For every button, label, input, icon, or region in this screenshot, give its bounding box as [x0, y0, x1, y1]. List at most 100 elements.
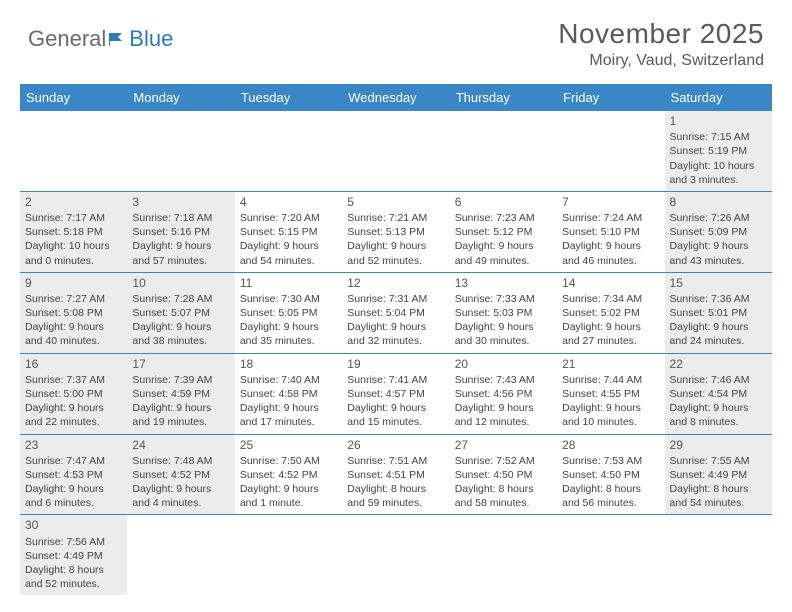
day-number: 8 — [670, 194, 767, 210]
calendar-cell — [127, 515, 234, 595]
daylight-text: Daylight: 9 hours and 38 minutes. — [132, 320, 229, 348]
day-header: Tuesday — [235, 84, 342, 111]
day-number: 17 — [132, 356, 229, 372]
calendar-cell: 4Sunrise: 7:20 AMSunset: 5:15 PMDaylight… — [235, 192, 342, 272]
sunset-text: Sunset: 5:00 PM — [25, 387, 122, 401]
sunset-text: Sunset: 4:53 PM — [25, 468, 122, 482]
calendar-cell: 21Sunrise: 7:44 AMSunset: 4:55 PMDayligh… — [557, 354, 664, 434]
day-number: 6 — [455, 194, 552, 210]
day-number: 13 — [455, 275, 552, 291]
sunrise-text: Sunrise: 7:24 AM — [562, 211, 659, 225]
calendar-cell: 17Sunrise: 7:39 AMSunset: 4:59 PMDayligh… — [127, 354, 234, 434]
sunset-text: Sunset: 5:19 PM — [670, 144, 767, 158]
calendar-cell: 16Sunrise: 7:37 AMSunset: 5:00 PMDayligh… — [20, 354, 127, 434]
calendar-cell: 13Sunrise: 7:33 AMSunset: 5:03 PMDayligh… — [450, 273, 557, 353]
calendar-cell — [557, 111, 664, 191]
calendar-cell: 24Sunrise: 7:48 AMSunset: 4:52 PMDayligh… — [127, 435, 234, 515]
sunrise-text: Sunrise: 7:30 AM — [240, 292, 337, 306]
sunrise-text: Sunrise: 7:33 AM — [455, 292, 552, 306]
sunset-text: Sunset: 5:02 PM — [562, 306, 659, 320]
calendar-cell — [342, 515, 449, 595]
calendar-cell — [450, 111, 557, 191]
sunset-text: Sunset: 5:04 PM — [347, 306, 444, 320]
day-number: 10 — [132, 275, 229, 291]
logo: General Blue — [28, 26, 173, 52]
daylight-text: Daylight: 9 hours and 8 minutes. — [670, 401, 767, 429]
calendar-cell: 8Sunrise: 7:26 AMSunset: 5:09 PMDaylight… — [665, 192, 772, 272]
sunrise-text: Sunrise: 7:52 AM — [455, 454, 552, 468]
sunset-text: Sunset: 4:50 PM — [562, 468, 659, 482]
calendar: Sunday Monday Tuesday Wednesday Thursday… — [20, 84, 772, 595]
sunrise-text: Sunrise: 7:47 AM — [25, 454, 122, 468]
calendar-cell: 1Sunrise: 7:15 AMSunset: 5:19 PMDaylight… — [665, 111, 772, 191]
daylight-text: Daylight: 9 hours and 52 minutes. — [347, 239, 444, 267]
sunset-text: Sunset: 5:01 PM — [670, 306, 767, 320]
sunset-text: Sunset: 4:49 PM — [25, 549, 122, 563]
daylight-text: Daylight: 9 hours and 54 minutes. — [240, 239, 337, 267]
day-number: 16 — [25, 356, 122, 372]
logo-text-general: General — [28, 26, 106, 52]
sunrise-text: Sunrise: 7:44 AM — [562, 373, 659, 387]
sunrise-text: Sunrise: 7:51 AM — [347, 454, 444, 468]
calendar-cell: 30Sunrise: 7:56 AMSunset: 4:49 PMDayligh… — [20, 515, 127, 595]
day-header-row: Sunday Monday Tuesday Wednesday Thursday… — [20, 84, 772, 111]
daylight-text: Daylight: 9 hours and 32 minutes. — [347, 320, 444, 348]
calendar-cell: 3Sunrise: 7:18 AMSunset: 5:16 PMDaylight… — [127, 192, 234, 272]
daylight-text: Daylight: 9 hours and 27 minutes. — [562, 320, 659, 348]
calendar-cell: 6Sunrise: 7:23 AMSunset: 5:12 PMDaylight… — [450, 192, 557, 272]
sunset-text: Sunset: 5:09 PM — [670, 225, 767, 239]
day-header: Friday — [557, 84, 664, 111]
daylight-text: Daylight: 9 hours and 49 minutes. — [455, 239, 552, 267]
sunrise-text: Sunrise: 7:17 AM — [25, 211, 122, 225]
day-number: 28 — [562, 437, 659, 453]
calendar-cell — [127, 111, 234, 191]
day-number: 22 — [670, 356, 767, 372]
day-number: 29 — [670, 437, 767, 453]
sunset-text: Sunset: 4:52 PM — [240, 468, 337, 482]
daylight-text: Daylight: 9 hours and 22 minutes. — [25, 401, 122, 429]
day-number: 27 — [455, 437, 552, 453]
calendar-cell — [342, 111, 449, 191]
sunset-text: Sunset: 4:54 PM — [670, 387, 767, 401]
daylight-text: Daylight: 9 hours and 19 minutes. — [132, 401, 229, 429]
daylight-text: Daylight: 10 hours and 0 minutes. — [25, 239, 122, 267]
sunset-text: Sunset: 5:12 PM — [455, 225, 552, 239]
day-header: Wednesday — [342, 84, 449, 111]
day-number: 2 — [25, 194, 122, 210]
daylight-text: Daylight: 9 hours and 6 minutes. — [25, 482, 122, 510]
calendar-cell: 10Sunrise: 7:28 AMSunset: 5:07 PMDayligh… — [127, 273, 234, 353]
calendar-cell — [450, 515, 557, 595]
sunrise-text: Sunrise: 7:43 AM — [455, 373, 552, 387]
day-number: 19 — [347, 356, 444, 372]
calendar-cell: 27Sunrise: 7:52 AMSunset: 4:50 PMDayligh… — [450, 435, 557, 515]
day-number: 24 — [132, 437, 229, 453]
sunset-text: Sunset: 5:05 PM — [240, 306, 337, 320]
week-row: 30Sunrise: 7:56 AMSunset: 4:49 PMDayligh… — [20, 515, 772, 595]
day-number: 14 — [562, 275, 659, 291]
calendar-cell — [235, 515, 342, 595]
calendar-cell: 2Sunrise: 7:17 AMSunset: 5:18 PMDaylight… — [20, 192, 127, 272]
daylight-text: Daylight: 8 hours and 52 minutes. — [25, 563, 122, 591]
logo-text-blue: Blue — [129, 26, 173, 52]
daylight-text: Daylight: 9 hours and 4 minutes. — [132, 482, 229, 510]
week-row: 16Sunrise: 7:37 AMSunset: 5:00 PMDayligh… — [20, 354, 772, 435]
day-number: 3 — [132, 194, 229, 210]
sunrise-text: Sunrise: 7:27 AM — [25, 292, 122, 306]
sunset-text: Sunset: 5:16 PM — [132, 225, 229, 239]
sunset-text: Sunset: 5:18 PM — [25, 225, 122, 239]
calendar-cell: 25Sunrise: 7:50 AMSunset: 4:52 PMDayligh… — [235, 435, 342, 515]
sunset-text: Sunset: 4:58 PM — [240, 387, 337, 401]
sunset-text: Sunset: 4:51 PM — [347, 468, 444, 482]
daylight-text: Daylight: 9 hours and 35 minutes. — [240, 320, 337, 348]
daylight-text: Daylight: 9 hours and 15 minutes. — [347, 401, 444, 429]
month-title: November 2025 — [558, 18, 764, 50]
sunrise-text: Sunrise: 7:20 AM — [240, 211, 337, 225]
header: General Blue November 2025 Moiry, Vaud, … — [0, 0, 792, 78]
week-row: 2Sunrise: 7:17 AMSunset: 5:18 PMDaylight… — [20, 192, 772, 273]
sunset-text: Sunset: 5:03 PM — [455, 306, 552, 320]
sunrise-text: Sunrise: 7:28 AM — [132, 292, 229, 306]
sunrise-text: Sunrise: 7:36 AM — [670, 292, 767, 306]
calendar-cell: 26Sunrise: 7:51 AMSunset: 4:51 PMDayligh… — [342, 435, 449, 515]
calendar-cell: 5Sunrise: 7:21 AMSunset: 5:13 PMDaylight… — [342, 192, 449, 272]
day-number: 23 — [25, 437, 122, 453]
